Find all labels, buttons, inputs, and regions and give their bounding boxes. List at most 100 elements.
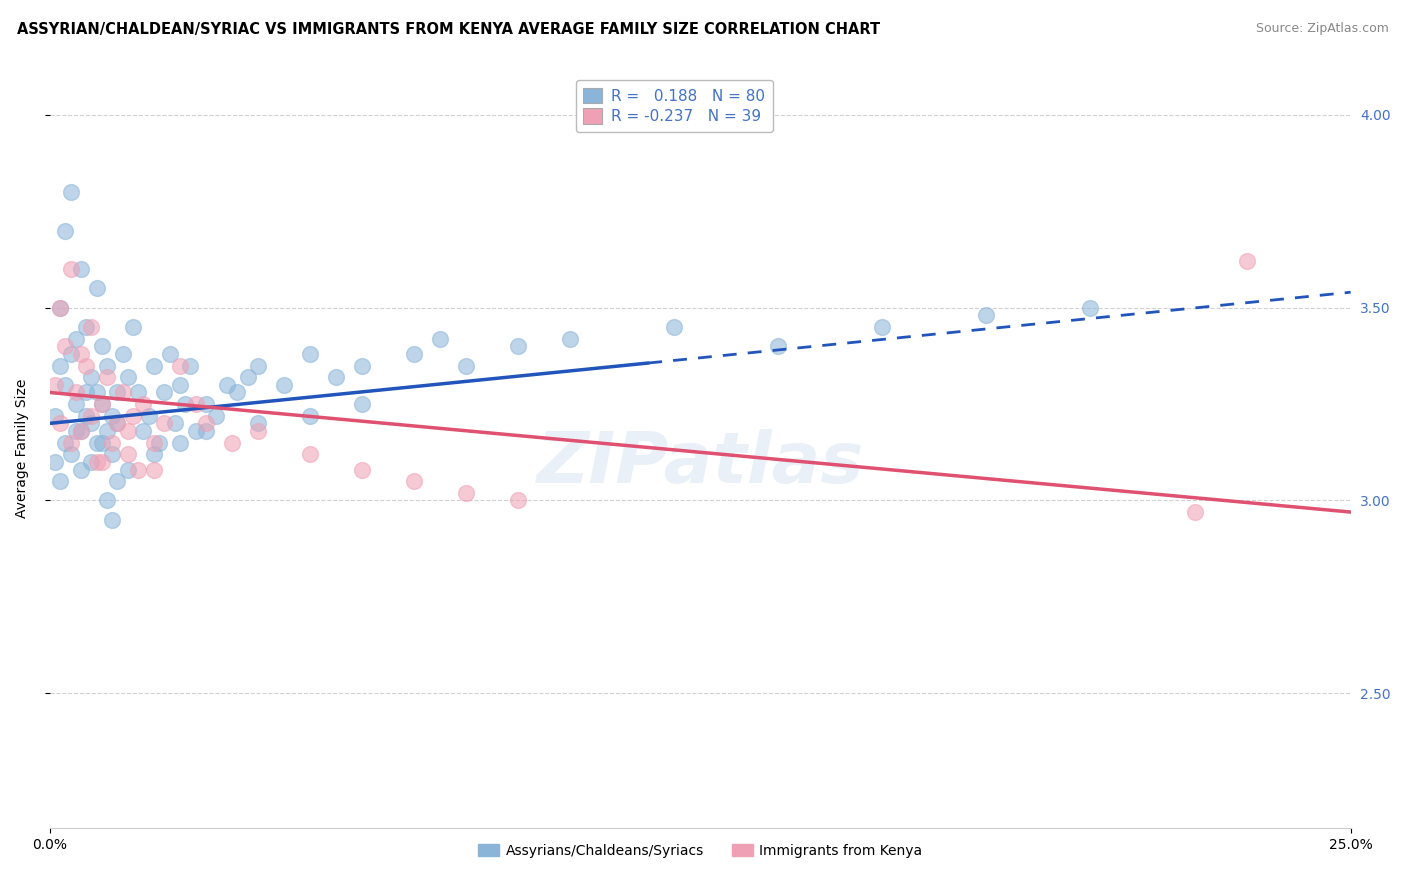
Point [179,359,201,373]
Point [70,462,93,476]
Point [159,347,181,361]
Point [350,462,373,476]
Point [59,435,82,450]
Point [75,359,97,373]
Point [768,339,790,353]
Point [49,417,72,431]
Point [142,435,165,450]
Point [236,370,259,384]
Point [49,359,72,373]
Point [107,417,129,431]
Point [70,347,93,361]
Point [153,417,176,431]
Point [298,409,321,423]
Point [169,359,191,373]
Point [456,485,478,500]
Point [86,281,108,295]
Point [111,347,134,361]
Point [44,409,66,423]
Point [872,320,894,334]
Text: ASSYRIAN/CHALDEAN/SYRIAC VS IMMIGRANTS FROM KENYA AVERAGE FAMILY SIZE CORRELATIO: ASSYRIAN/CHALDEAN/SYRIAC VS IMMIGRANTS F… [17,22,880,37]
Point [70,424,93,438]
Point [456,359,478,373]
Point [96,370,118,384]
Point [117,462,139,476]
Point [1236,254,1258,268]
Point [70,424,93,438]
Point [90,435,112,450]
Text: ZIPatlas: ZIPatlas [537,429,863,498]
Point [59,447,82,461]
Point [107,385,129,400]
Point [169,435,191,450]
Point [127,462,149,476]
Point [350,397,373,411]
Point [59,185,82,199]
Point [1080,301,1102,315]
Point [325,370,347,384]
Point [163,417,186,431]
Point [80,320,103,334]
Point [976,309,998,323]
Point [132,397,155,411]
Point [70,262,93,277]
Point [101,435,124,450]
Point [75,385,97,400]
Point [153,385,176,400]
Point [402,474,425,488]
Point [80,455,103,469]
Point [127,385,149,400]
Point [65,385,87,400]
Point [142,359,165,373]
Point [117,424,139,438]
Point [55,223,77,237]
Point [194,417,217,431]
Point [65,397,87,411]
Point [101,447,124,461]
Point [246,424,269,438]
Point [59,262,82,277]
Text: Source: ZipAtlas.com: Source: ZipAtlas.com [1256,22,1389,36]
Point [44,455,66,469]
Point [55,435,77,450]
Point [246,359,269,373]
Point [90,397,112,411]
Point [96,424,118,438]
Point [80,370,103,384]
Point [86,435,108,450]
Point [194,397,217,411]
Point [402,347,425,361]
Point [86,455,108,469]
Point [122,409,145,423]
Point [226,385,249,400]
Point [429,331,451,345]
Point [86,385,108,400]
Point [107,417,129,431]
Point [49,301,72,315]
Point [55,377,77,392]
Point [298,347,321,361]
Point [117,447,139,461]
Point [142,462,165,476]
Point [107,474,129,488]
Point [75,320,97,334]
Point [44,377,66,392]
Point [184,424,207,438]
Point [350,359,373,373]
Point [246,417,269,431]
Point [55,339,77,353]
Point [59,347,82,361]
Point [96,493,118,508]
Point [111,385,134,400]
Point [132,424,155,438]
Point [194,424,217,438]
Point [65,424,87,438]
Y-axis label: Average Family Size: Average Family Size [15,379,30,518]
Point [65,331,87,345]
Point [1184,505,1206,519]
Point [138,409,160,423]
Point [80,409,103,423]
Point [298,447,321,461]
Point [215,377,238,392]
Point [49,474,72,488]
